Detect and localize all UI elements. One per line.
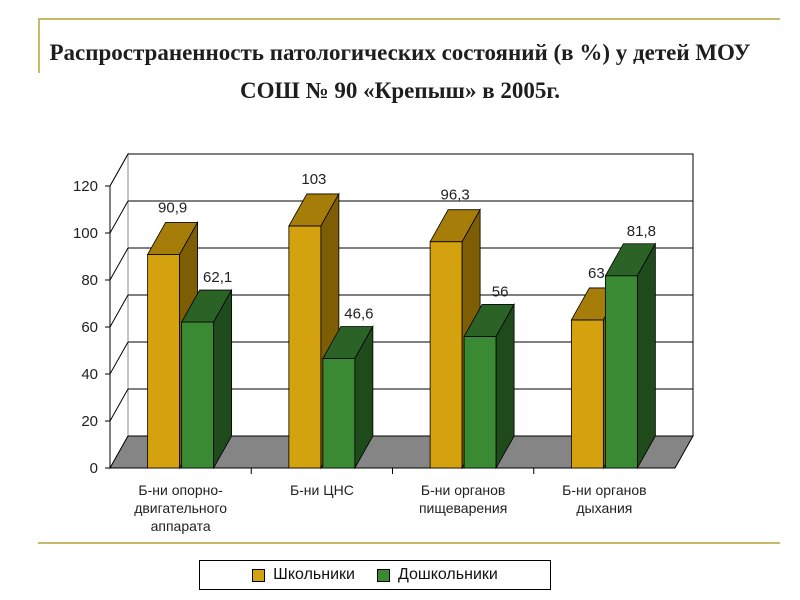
data-label: 90,9	[158, 199, 187, 216]
bar-front	[147, 253, 181, 469]
bar-front	[181, 321, 215, 469]
x-tick-label: Б-ни органов	[562, 482, 646, 498]
gridline-side	[109, 341, 129, 375]
legend-swatch-preschoolers	[376, 568, 390, 582]
y-tick-label: 20	[81, 413, 98, 430]
gridline-side	[109, 200, 129, 234]
x-tick-label: аппарата	[151, 518, 211, 534]
bar-front	[463, 335, 497, 469]
x-tick-label: пищеварения	[419, 500, 507, 516]
gridline-side	[109, 247, 129, 281]
data-label: 62,1	[203, 269, 232, 286]
bar-front	[322, 358, 356, 469]
data-label: 96,3	[441, 187, 470, 204]
bar-front	[288, 225, 322, 469]
y-tick-label: 0	[90, 460, 98, 477]
bottom-decorative-line	[38, 542, 780, 544]
gridline-side	[109, 388, 129, 422]
bar-side	[213, 288, 233, 470]
slide-title: Распространенность патологических состоя…	[49, 40, 751, 103]
legend-item-schoolchildren: Школьники	[252, 566, 355, 584]
x-tick-label: Б-ни органов	[421, 482, 505, 498]
data-label: 103	[301, 171, 326, 188]
y-tick-label: 40	[81, 366, 98, 383]
data-label: 63	[588, 265, 605, 282]
data-label: 81,8	[627, 223, 656, 240]
gridline-side	[109, 294, 129, 328]
y-tick-label: 120	[73, 178, 98, 195]
legend-item-preschoolers: Дошкольники	[376, 566, 498, 584]
chart-legend: Школьники Дошкольники	[199, 560, 551, 590]
x-tick-label: дыхания	[576, 500, 632, 516]
y-tick-label: 80	[81, 272, 98, 289]
bar-side	[636, 242, 656, 470]
x-tick-label: Б-ни опорно-	[138, 482, 223, 498]
bar-front	[429, 241, 463, 469]
data-label: 46,6	[344, 305, 373, 322]
bar-side	[495, 302, 515, 470]
top-decorative-line	[38, 18, 780, 20]
bar-front	[604, 275, 638, 469]
gridline-side	[109, 153, 129, 187]
x-tick-label: двигательного	[134, 500, 227, 516]
bar-front	[570, 319, 604, 469]
y-tick-label: 60	[81, 319, 98, 336]
legend-swatch-schoolchildren	[252, 568, 266, 582]
bar-side	[354, 324, 374, 470]
legend-label-schoolchildren: Школьники	[273, 566, 355, 583]
y-tick-label: 100	[73, 225, 98, 242]
data-label: 56	[492, 283, 509, 300]
x-tick-label: Б-ни ЦНС	[290, 482, 354, 498]
left-decorative-line	[38, 18, 40, 73]
legend-label-preschoolers: Дошкольники	[397, 566, 498, 583]
